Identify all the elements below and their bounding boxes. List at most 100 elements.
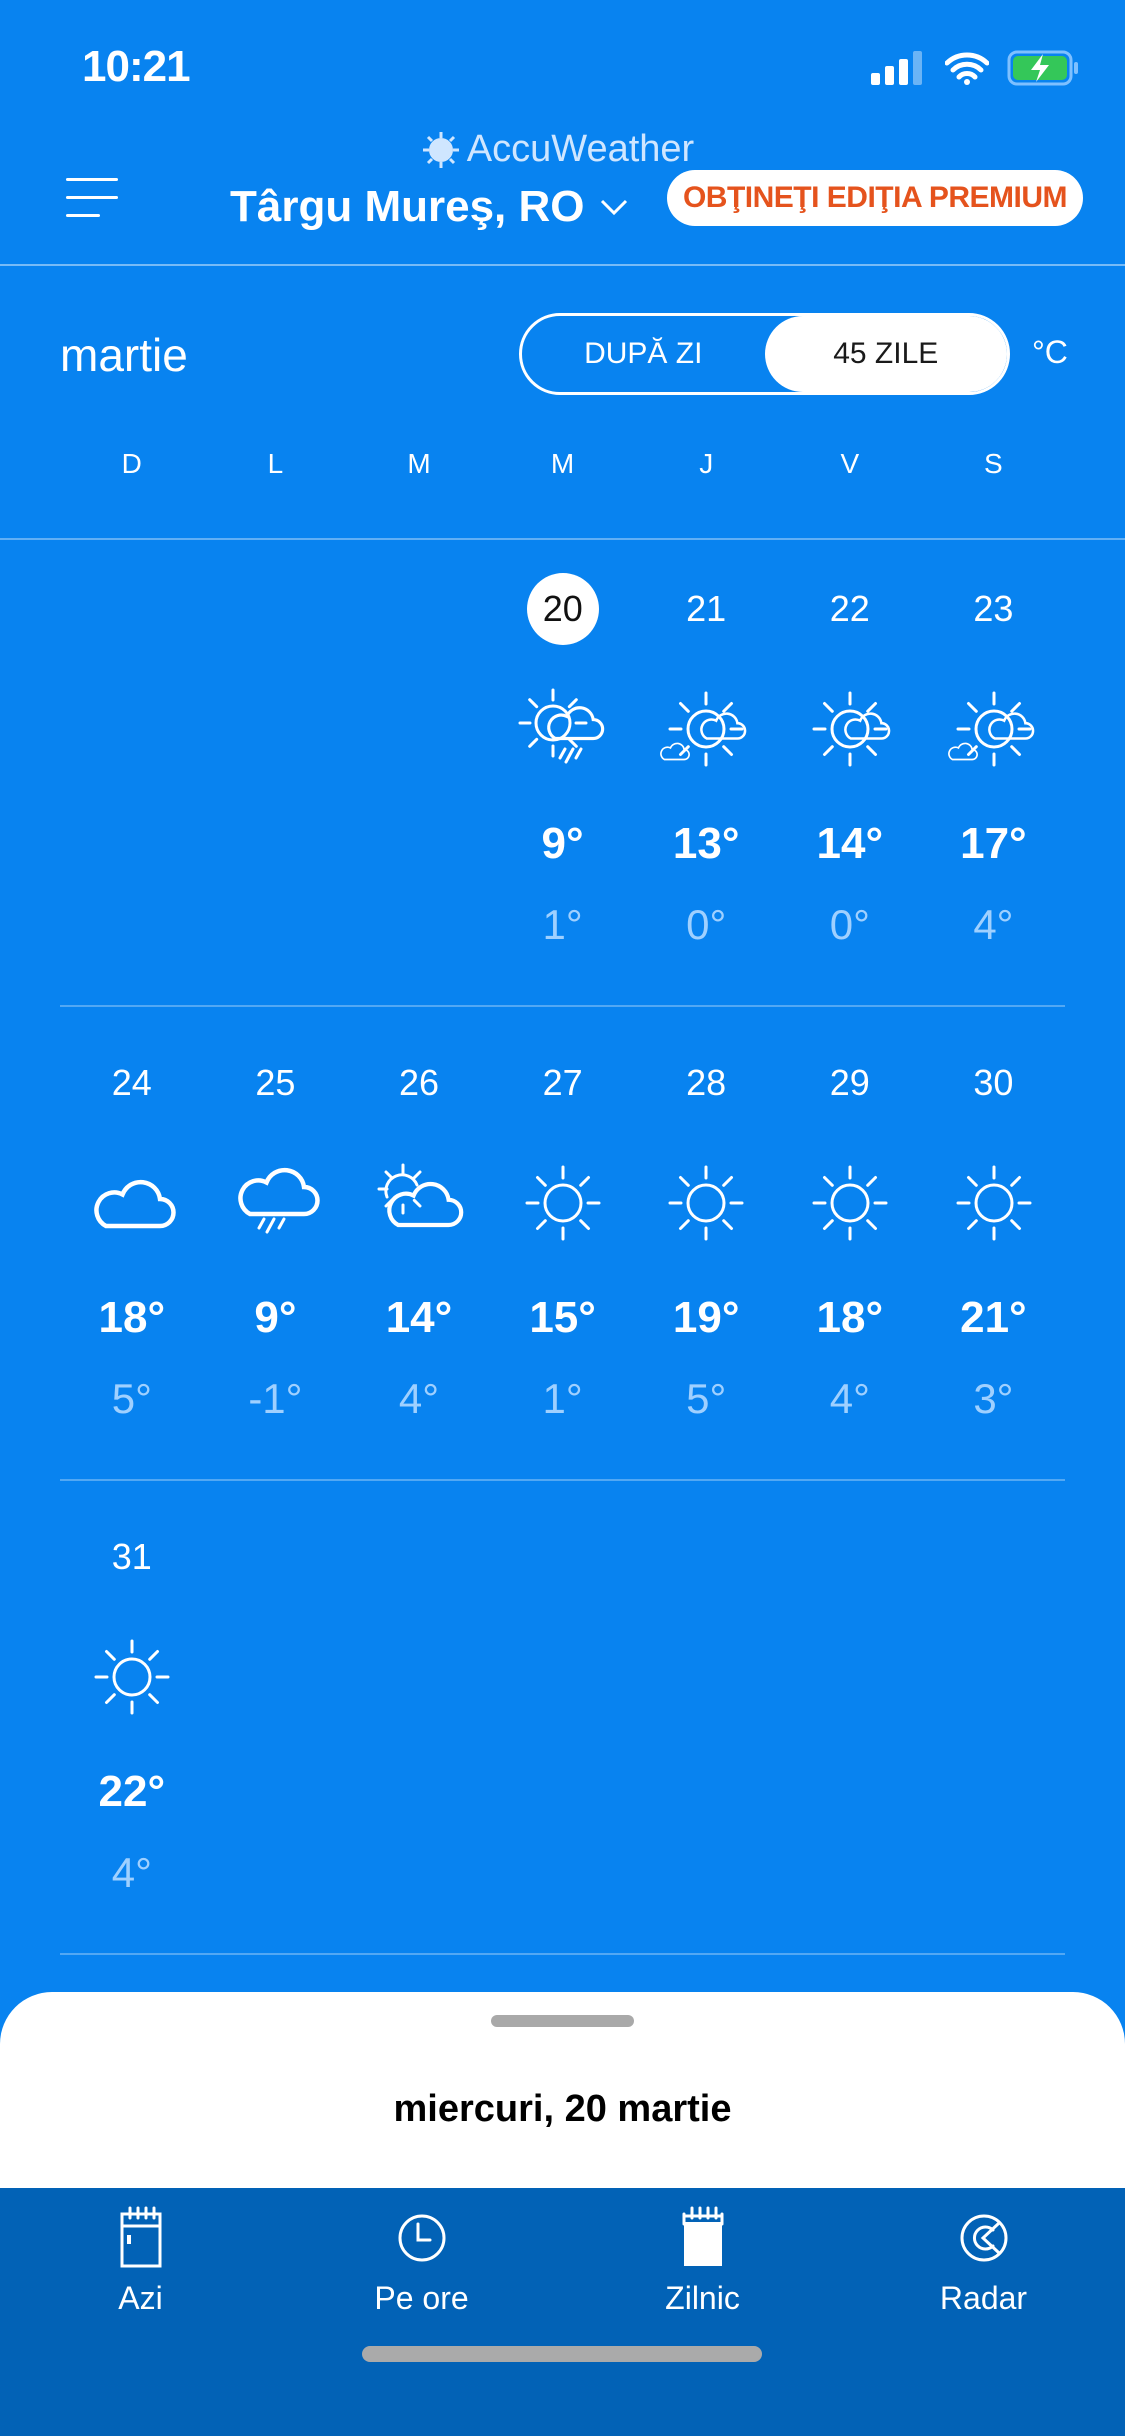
day-cell[interactable]: 23 17° 4° <box>922 539 1066 1005</box>
high-temp: 9° <box>541 819 584 868</box>
day-cell[interactable]: 24 18° 5° <box>60 1013 204 1479</box>
low-temp: 4° <box>829 1375 870 1422</box>
sun-icon <box>94 1639 170 1715</box>
menu-button[interactable] <box>66 178 118 218</box>
weekday-label: M <box>407 448 431 479</box>
high-temp: 14° <box>816 819 884 868</box>
unit-toggle[interactable]: °C <box>1032 334 1068 370</box>
status-icons <box>871 50 1081 86</box>
premium-button[interactable]: OBŢINEŢI EDIŢIA PREMIUM <box>667 170 1083 226</box>
logo-text: AccuWeather <box>466 128 695 170</box>
day-number: 25 <box>255 1062 296 1103</box>
day-number: 20 <box>526 573 599 645</box>
high-temp: 9° <box>254 1293 297 1342</box>
day-cell[interactable]: 27 15° 1° <box>491 1013 635 1479</box>
day-cell[interactable]: 21 13° 0° <box>634 539 778 1005</box>
low-temp: 0° <box>829 901 870 948</box>
signal-icon <box>871 51 922 85</box>
low-temp: 4° <box>111 1849 152 1896</box>
tab-label: Radar <box>939 2280 1028 2316</box>
day-cell[interactable]: 31 22° 4° <box>60 1487 204 1953</box>
sun-icon <box>812 1165 888 1241</box>
status-time: 10:21 <box>82 42 191 91</box>
high-temp: 18° <box>816 1293 884 1342</box>
view-toggle: DUPĂ ZI 45 ZILE <box>519 313 1010 395</box>
cloud-rain-icon <box>237 1167 320 1234</box>
day-number: 24 <box>111 1062 152 1103</box>
high-temp: 17° <box>960 819 1027 868</box>
high-temp: 13° <box>672 819 740 868</box>
tab-azi[interactable]: Azi <box>0 2188 281 2436</box>
bottom-nav: Azi Pe ore Zilnic Radar <box>0 2188 1125 2436</box>
weekday-label: L <box>267 448 284 479</box>
day-cell[interactable]: 30 21° 3° <box>922 1013 1066 1479</box>
low-temp: 1° <box>542 901 583 948</box>
high-temp: 14° <box>385 1293 453 1342</box>
day-number: 23 <box>973 588 1014 629</box>
home-indicator[interactable] <box>362 2346 762 2362</box>
weekday-divider <box>0 538 1125 540</box>
high-temp: 22° <box>98 1767 166 1816</box>
sun-cloud-small-icon <box>660 691 747 767</box>
low-temp: 0° <box>686 901 727 948</box>
low-temp: 4° <box>973 901 1014 948</box>
high-temp: 18° <box>98 1293 166 1342</box>
header-divider <box>0 264 1125 266</box>
day-number: 31 <box>111 1536 152 1577</box>
tab-zilnic[interactable]: Zilnic <box>562 2188 843 2436</box>
battery-charging-icon <box>1007 50 1078 86</box>
low-temp: 4° <box>398 1375 440 1422</box>
tab-label: Zilnic <box>665 2280 740 2316</box>
wifi-icon <box>945 52 989 85</box>
day-number: 22 <box>829 588 870 629</box>
high-temp: 15° <box>529 1293 596 1342</box>
cloud-sun-behind-icon <box>377 1163 464 1228</box>
high-temp: 21° <box>960 1293 1027 1342</box>
week-divider <box>60 1953 1065 1955</box>
weekday-label: M <box>550 448 575 479</box>
toggle-by-day[interactable]: DUPĂ ZI <box>584 337 703 370</box>
day-cell[interactable]: 28 19° 5° <box>634 1013 778 1479</box>
tab-pe-ore[interactable]: Pe ore <box>281 2188 562 2436</box>
sun-cloud-small-icon <box>947 691 1034 767</box>
location-selector[interactable]: Târgu Mureş, RO <box>230 182 629 232</box>
toggle-45-days[interactable]: 45 ZILE <box>764 316 1007 392</box>
selected-date-title: miercuri, 20 martie <box>393 2088 732 2130</box>
day-cell[interactable]: 22 14° 0° <box>778 539 922 1005</box>
day-number: 21 <box>686 588 727 629</box>
day-number: 29 <box>829 1062 870 1103</box>
low-temp: 1° <box>542 1375 583 1422</box>
weekday-label: V <box>840 448 860 479</box>
high-temp: 19° <box>672 1293 740 1342</box>
accuweather-logo: AccuWeather <box>0 128 1125 171</box>
tab-label: Pe ore <box>374 2280 469 2316</box>
sun-cloud-icon <box>812 691 891 767</box>
weekday-label: J <box>699 448 714 479</box>
month-label: martie <box>60 329 188 381</box>
weekday-label: S <box>984 448 1003 479</box>
day-cell[interactable]: 29 18° 4° <box>778 1013 922 1479</box>
sun-icon <box>525 1165 601 1241</box>
sun-icon <box>668 1165 744 1241</box>
day-cell[interactable]: 25 9° -1° <box>204 1013 348 1479</box>
chevron-down-icon <box>600 199 627 216</box>
radar-icon <box>960 2214 1008 2262</box>
tab-radar[interactable]: Radar <box>843 2188 1124 2436</box>
calendar-filled-icon <box>682 2206 724 2266</box>
sheet-handle[interactable] <box>491 2015 634 2027</box>
sun-cloud-rain-icon <box>518 688 605 764</box>
day-number: 28 <box>686 1062 727 1103</box>
city-name: Târgu Mureş, RO <box>230 182 585 231</box>
day-cell[interactable]: 20 9° 1° <box>491 539 635 1005</box>
low-temp: 3° <box>973 1375 1014 1422</box>
day-number: 26 <box>398 1062 439 1103</box>
sun-icon <box>956 1165 1032 1241</box>
weekday-label: D <box>121 448 142 479</box>
cloud-icon <box>94 1179 176 1229</box>
calendar-today-icon <box>120 2206 162 2268</box>
day-cell[interactable]: 26 14° 4° <box>347 1013 491 1479</box>
week-divider <box>60 1005 1065 1007</box>
logo-sun-icon <box>422 131 459 168</box>
clock-icon <box>398 2214 446 2262</box>
low-temp: -1° <box>248 1375 303 1422</box>
